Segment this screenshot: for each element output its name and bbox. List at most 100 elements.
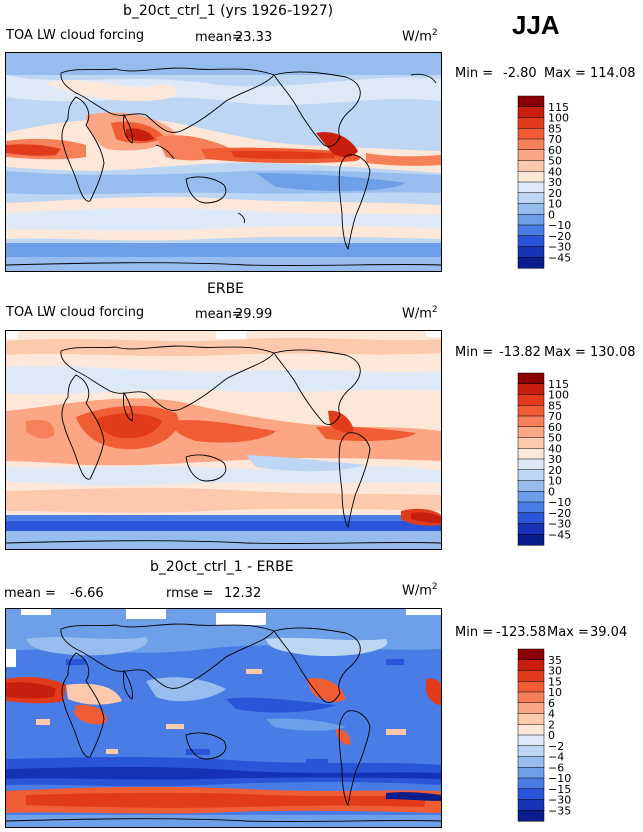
panel3-colorbar-tick-label: 2 (548, 718, 555, 731)
panel1-colorbar-tick-label: 10 (548, 198, 562, 211)
panel2-map (5, 330, 442, 550)
panel3-rmse-value: 12.32 (224, 586, 262, 601)
panel1-colorbar-swatch (517, 203, 545, 215)
panel1-colorbar-tick-label: 115 (548, 101, 569, 114)
panel3-colorbar-swatch (517, 745, 545, 758)
panel3-colorbar-tick-label: −30 (548, 794, 571, 807)
panel1-colorbar-swatch (517, 95, 545, 108)
panel3-colorbar-swatch (517, 724, 545, 736)
panel1-colorbar-tick-label: 50 (548, 155, 562, 168)
panel1-colorbar-swatch (517, 171, 545, 183)
panel2-mean-value: 29.99 (235, 307, 273, 322)
panel1-colorbar-swatch (517, 149, 545, 162)
panel2-colorbar-tick-label: −20 (548, 507, 571, 520)
panel1-colorbar-tick-label: 70 (548, 133, 562, 146)
panel1-colorbar-swatch (517, 235, 545, 248)
panel1-colorbar-tick-label: −45 (548, 251, 571, 264)
panel1-colorbar-tick-label: 20 (548, 187, 562, 200)
panel2-colorbar-swatch (517, 491, 545, 503)
panel3-colorbar-swatch (517, 767, 545, 779)
panel3-map (5, 608, 442, 828)
panel2-max-value: 130.08 (590, 345, 636, 360)
panel3-colorbar-swatch (517, 681, 545, 693)
panel2-colorbar-swatch (517, 415, 545, 428)
panel3-title: b_20ct_ctrl_1 - ERBE (150, 559, 294, 575)
panel2-colorbar-swatch (517, 480, 545, 492)
panel3-colorbar-tick-label: −10 (548, 772, 571, 785)
panel1-colorbar-tick-label: 30 (548, 176, 562, 189)
panel2-min-label: Min = (455, 345, 494, 360)
panel3-colorbar: 35 30 15 10 6 4 2 0 −2 −4 −6 −10 −15 −30 −35 (517, 648, 628, 822)
panel1-mean-label: mean= (195, 30, 243, 45)
panel2-colorbar-tick-label: 50 (548, 432, 562, 445)
panel3-min-label: Min = (455, 625, 494, 640)
panel2-colorbar-tick-label: 10 (548, 475, 562, 488)
panel1-variable: TOA LW cloud forcing (6, 28, 145, 43)
panel2-colorbar-tick-label: 60 (548, 421, 562, 434)
panel2-colorbar-swatch (517, 437, 545, 449)
panel1-colorbar-swatch (517, 246, 545, 258)
panel3-colorbar-swatch (517, 702, 545, 715)
panel3-min-value: -123.58 (496, 625, 547, 640)
panel3-colorbar-swatch (517, 713, 545, 725)
panel3-max-value: 39.04 (590, 625, 628, 640)
panel1-min-label: Min = (455, 66, 494, 81)
panel3-colorbar-tick-label: 6 (548, 697, 555, 710)
panel2-colorbar-tick-label: 0 (548, 485, 555, 498)
panel1-mean-value: 23.33 (235, 30, 273, 45)
panel2-min-value: -13.82 (499, 345, 541, 360)
panel1-max-label: Max = (544, 66, 586, 81)
panel1-colorbar-swatch (517, 160, 545, 172)
panel2-colorbar-swatch (517, 523, 545, 535)
panel1-colorbar-swatch (517, 257, 545, 269)
panel2-colorbar-swatch (517, 512, 545, 525)
panel1-colorbar-swatch (517, 181, 545, 194)
panel2-colorbar-swatch (517, 426, 545, 439)
panel1-colorbar-swatch (517, 117, 545, 129)
panel1-colorbar-tick-label: 0 (548, 208, 555, 221)
panel1-colorbar-tick-label: 40 (548, 165, 562, 178)
panel2-mean-label: mean= (195, 307, 243, 322)
panel2-colorbar-tick-label: 115 (548, 378, 569, 391)
panel1-colorbar-tick-label: −20 (548, 230, 571, 243)
panel3-colorbar-tick-label: 4 (548, 708, 555, 721)
panel2-units: W/m2 (402, 305, 438, 322)
panel2-colorbar-swatch (517, 469, 545, 482)
panel1-colorbar-swatch (517, 138, 545, 151)
panel3-colorbar-tick-label: −2 (548, 740, 564, 753)
panel2-colorbar-tick-label: 20 (548, 464, 562, 477)
panel1-colorbar: 115 100 85 70 60 50 40 30 20 10 0 −10 −20 −30 −45 (517, 95, 628, 269)
panel3-colorbar-swatch (517, 734, 545, 747)
panel3-colorbar-tick-label: 0 (548, 729, 555, 742)
panel1-colorbar-swatch (517, 106, 545, 119)
panel3-mean-label: mean = (4, 586, 56, 601)
panel2-colorbar-tick-label: 40 (548, 442, 562, 455)
panel2-title: ERBE (207, 281, 245, 297)
panel1-title: b_20ct_ctrl_1 (yrs 1926-1927) (123, 3, 334, 19)
panel1-colorbar-swatch (517, 214, 545, 226)
panel3-units: W/m2 (402, 582, 438, 599)
panel3-rmse-label: rmse = (166, 586, 214, 601)
panel1-min-value: -2.80 (503, 66, 537, 81)
panel2-colorbar-swatch (517, 534, 545, 546)
panel2-colorbar-tick-label: −45 (548, 528, 571, 541)
panel3-colorbar-swatch (517, 756, 545, 768)
panel3-colorbar-swatch (517, 799, 545, 811)
panel1-colorbar-tick-label: 100 (548, 112, 569, 125)
panel1-colorbar-tick-label: 60 (548, 144, 562, 157)
panel1-colorbar-swatch (517, 224, 545, 237)
panel3-mean-value: -6.66 (70, 586, 104, 601)
season-label: JJA (512, 10, 560, 40)
panel1-colorbar-swatch (517, 192, 545, 205)
panel1-colorbar-tick-label: 85 (548, 122, 562, 135)
panel2-colorbar-swatch (517, 394, 545, 406)
panel1-units: W/m2 (402, 28, 438, 45)
panel3-colorbar-swatch (517, 788, 545, 801)
panel1-colorbar-tick-label: −10 (548, 219, 571, 232)
panel3-colorbar-swatch (517, 691, 545, 704)
panel2-variable: TOA LW cloud forcing (6, 305, 145, 320)
panel1-colorbar-swatch (517, 128, 545, 140)
panel2-colorbar-swatch (517, 383, 545, 396)
panel2-colorbar-tick-label: 30 (548, 453, 562, 466)
panel3-colorbar-tick-label: −6 (548, 761, 564, 774)
